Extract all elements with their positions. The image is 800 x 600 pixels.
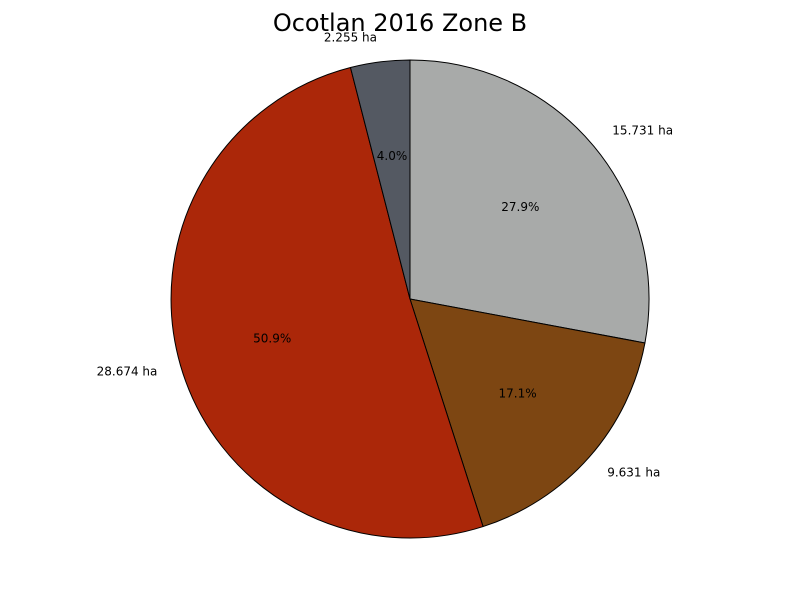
- slice-value-label-2: 28.674 ha: [97, 365, 158, 379]
- slice-value-label-1: 9.631 ha: [607, 465, 660, 479]
- slice-percent-labels: 27.9% 17.1% 50.9% 4.0%: [253, 149, 539, 400]
- pie-slice-2: [170, 67, 484, 539]
- pie-slice-0: [409, 59, 650, 344]
- slice-value-labels: 15.731 ha 9.631 ha 28.674 ha 2.255 ha: [97, 31, 673, 480]
- pie-slice-3: [349, 59, 411, 300]
- slice-percent-label-3: 4.0%: [377, 149, 408, 163]
- slice-percent-label-1: 17.1%: [499, 386, 537, 400]
- slice-value-label-0: 15.731 ha: [612, 124, 673, 138]
- chart-title: Ocotlan 2016 Zone B: [273, 9, 527, 37]
- slice-value-label-3: 2.255 ha: [324, 31, 377, 45]
- slice-percent-label-0: 27.9%: [501, 200, 539, 214]
- pie-slice-1: [409, 298, 646, 528]
- pie-slices: [170, 59, 650, 539]
- slice-percent-label-2: 50.9%: [253, 331, 291, 345]
